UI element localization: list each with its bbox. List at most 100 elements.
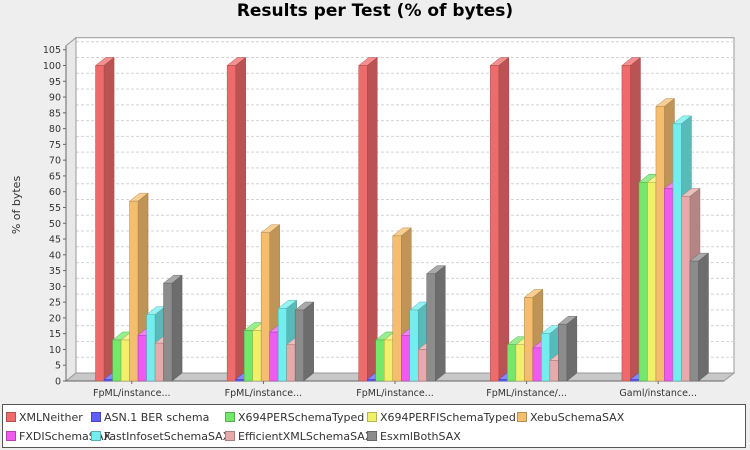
legend-item: EfficientXMLSchemaSAX (225, 430, 372, 443)
bar-front (418, 349, 427, 382)
y-tick-label: 35 (49, 266, 61, 277)
y-tick-label: 100 (43, 61, 61, 72)
bar-front (95, 65, 105, 382)
y-tick-label: 85 (49, 108, 61, 119)
legend-label: FXDISchemaSAX (19, 430, 112, 443)
y-tick-label: 15 (49, 329, 61, 340)
legend-item: FastInfosetSchemaSAX (91, 430, 230, 443)
legend-swatch (6, 431, 16, 441)
bar-front (226, 65, 236, 382)
x-tick-label: FpML/instance... (356, 388, 434, 399)
bar-side (698, 252, 709, 382)
y-tick-label: 45 (49, 235, 61, 246)
y-tick-label: 105 (43, 45, 61, 56)
bar-front (129, 200, 139, 382)
bar-front (146, 314, 156, 382)
bar-front (375, 339, 385, 382)
bar-front (630, 379, 640, 382)
bar-front (286, 344, 296, 382)
bar-front (638, 181, 648, 382)
legend: XMLNeither ASN.1 BER schema X694PERSchemaT… (2, 404, 746, 448)
bar-front (689, 260, 699, 382)
bar (557, 315, 578, 382)
bar (162, 274, 183, 382)
legend-swatch (6, 412, 16, 422)
bar-front (672, 123, 682, 382)
bar-front (549, 360, 559, 382)
bar-front (112, 339, 122, 382)
bar (94, 56, 115, 382)
y-axis-label: % of bytes (10, 176, 23, 235)
legend-swatch (367, 431, 377, 441)
legend-item: EsxmlBothSAX (367, 430, 461, 443)
bar-front (541, 333, 551, 382)
bar-front (260, 232, 270, 382)
bar-front (507, 344, 517, 382)
legend-swatch (225, 431, 235, 441)
legend-swatch (225, 412, 235, 422)
bar-front (426, 273, 436, 382)
legend-swatch (91, 431, 101, 441)
bar-side (367, 56, 378, 382)
y-tick-label: 50 (49, 219, 61, 230)
bar-side (566, 315, 578, 382)
bar-front (655, 106, 665, 382)
legend-item: FXDISchemaSAX (6, 430, 111, 443)
legend-swatch (517, 412, 527, 422)
bar-side (498, 56, 510, 382)
legend-label: X694PERSchemaTyped (238, 411, 365, 424)
bar-front (294, 309, 304, 382)
bar-side (435, 265, 446, 382)
bar-front (515, 344, 525, 382)
bar (294, 301, 315, 382)
bar-side (171, 274, 183, 382)
bar-front (384, 339, 393, 382)
bar-front (621, 65, 631, 382)
legend-item: ASN.1 BER schema (91, 411, 209, 424)
bar-front (243, 330, 253, 382)
y-tick-label: 95 (49, 77, 61, 88)
legend-label: XMLNeither (19, 411, 83, 424)
y-tick-label: 10 (49, 345, 61, 356)
bar-front (532, 347, 542, 382)
bar-front (558, 323, 568, 382)
y-tick-label: 70 (49, 156, 61, 167)
legend-swatch (91, 412, 101, 422)
y-tick-label: 65 (49, 171, 61, 182)
legend-label: FastInfosetSchemaSAX (104, 430, 231, 443)
legend-item: X694PERSchemaTyped (225, 411, 364, 424)
bar-front (269, 331, 279, 382)
bar (621, 56, 642, 382)
bar-front (681, 196, 691, 382)
y-tick-label: 5 (55, 361, 61, 372)
bar-front (498, 379, 508, 382)
legend-item: XebuSchemaSAX (517, 411, 624, 424)
bar (226, 56, 247, 382)
y-tick-label: 30 (49, 282, 61, 293)
y-tick-label: 0 (55, 377, 61, 388)
bar-front (409, 309, 419, 382)
legend-label: ASN.1 BER schema (104, 411, 210, 424)
chart-area: 0 5 10 15 20 25 30 35 40 45 50 55 60 65 70 75 80 85 90 95 10… (10, 36, 736, 399)
bar (426, 265, 446, 382)
bar-front (252, 330, 262, 382)
bar-front (401, 335, 410, 382)
chart-title: Results per Test (% of bytes) (236, 1, 514, 21)
legend-label: EsxmlBothSAX (380, 430, 461, 443)
x-tick-label: FpML/instance... (225, 388, 303, 399)
y-tick-label: 80 (49, 124, 61, 135)
bar-front (120, 339, 130, 382)
bar-side (103, 56, 115, 382)
bar-side (303, 301, 314, 382)
y-tick-label: 60 (49, 187, 61, 198)
legend-label: X694PERFISchemaTyped (380, 411, 516, 424)
bar-front (277, 308, 287, 382)
legend-item: X694PERFISchemaTyped (367, 411, 516, 424)
y-tick-label: 25 (49, 298, 61, 309)
y-tick-label: 75 (49, 140, 61, 151)
bar-front (647, 181, 657, 382)
bar-front (103, 379, 113, 382)
bar-front (490, 65, 500, 382)
bar-front (367, 379, 376, 382)
x-tick-label: FpML/instance... (93, 388, 171, 399)
